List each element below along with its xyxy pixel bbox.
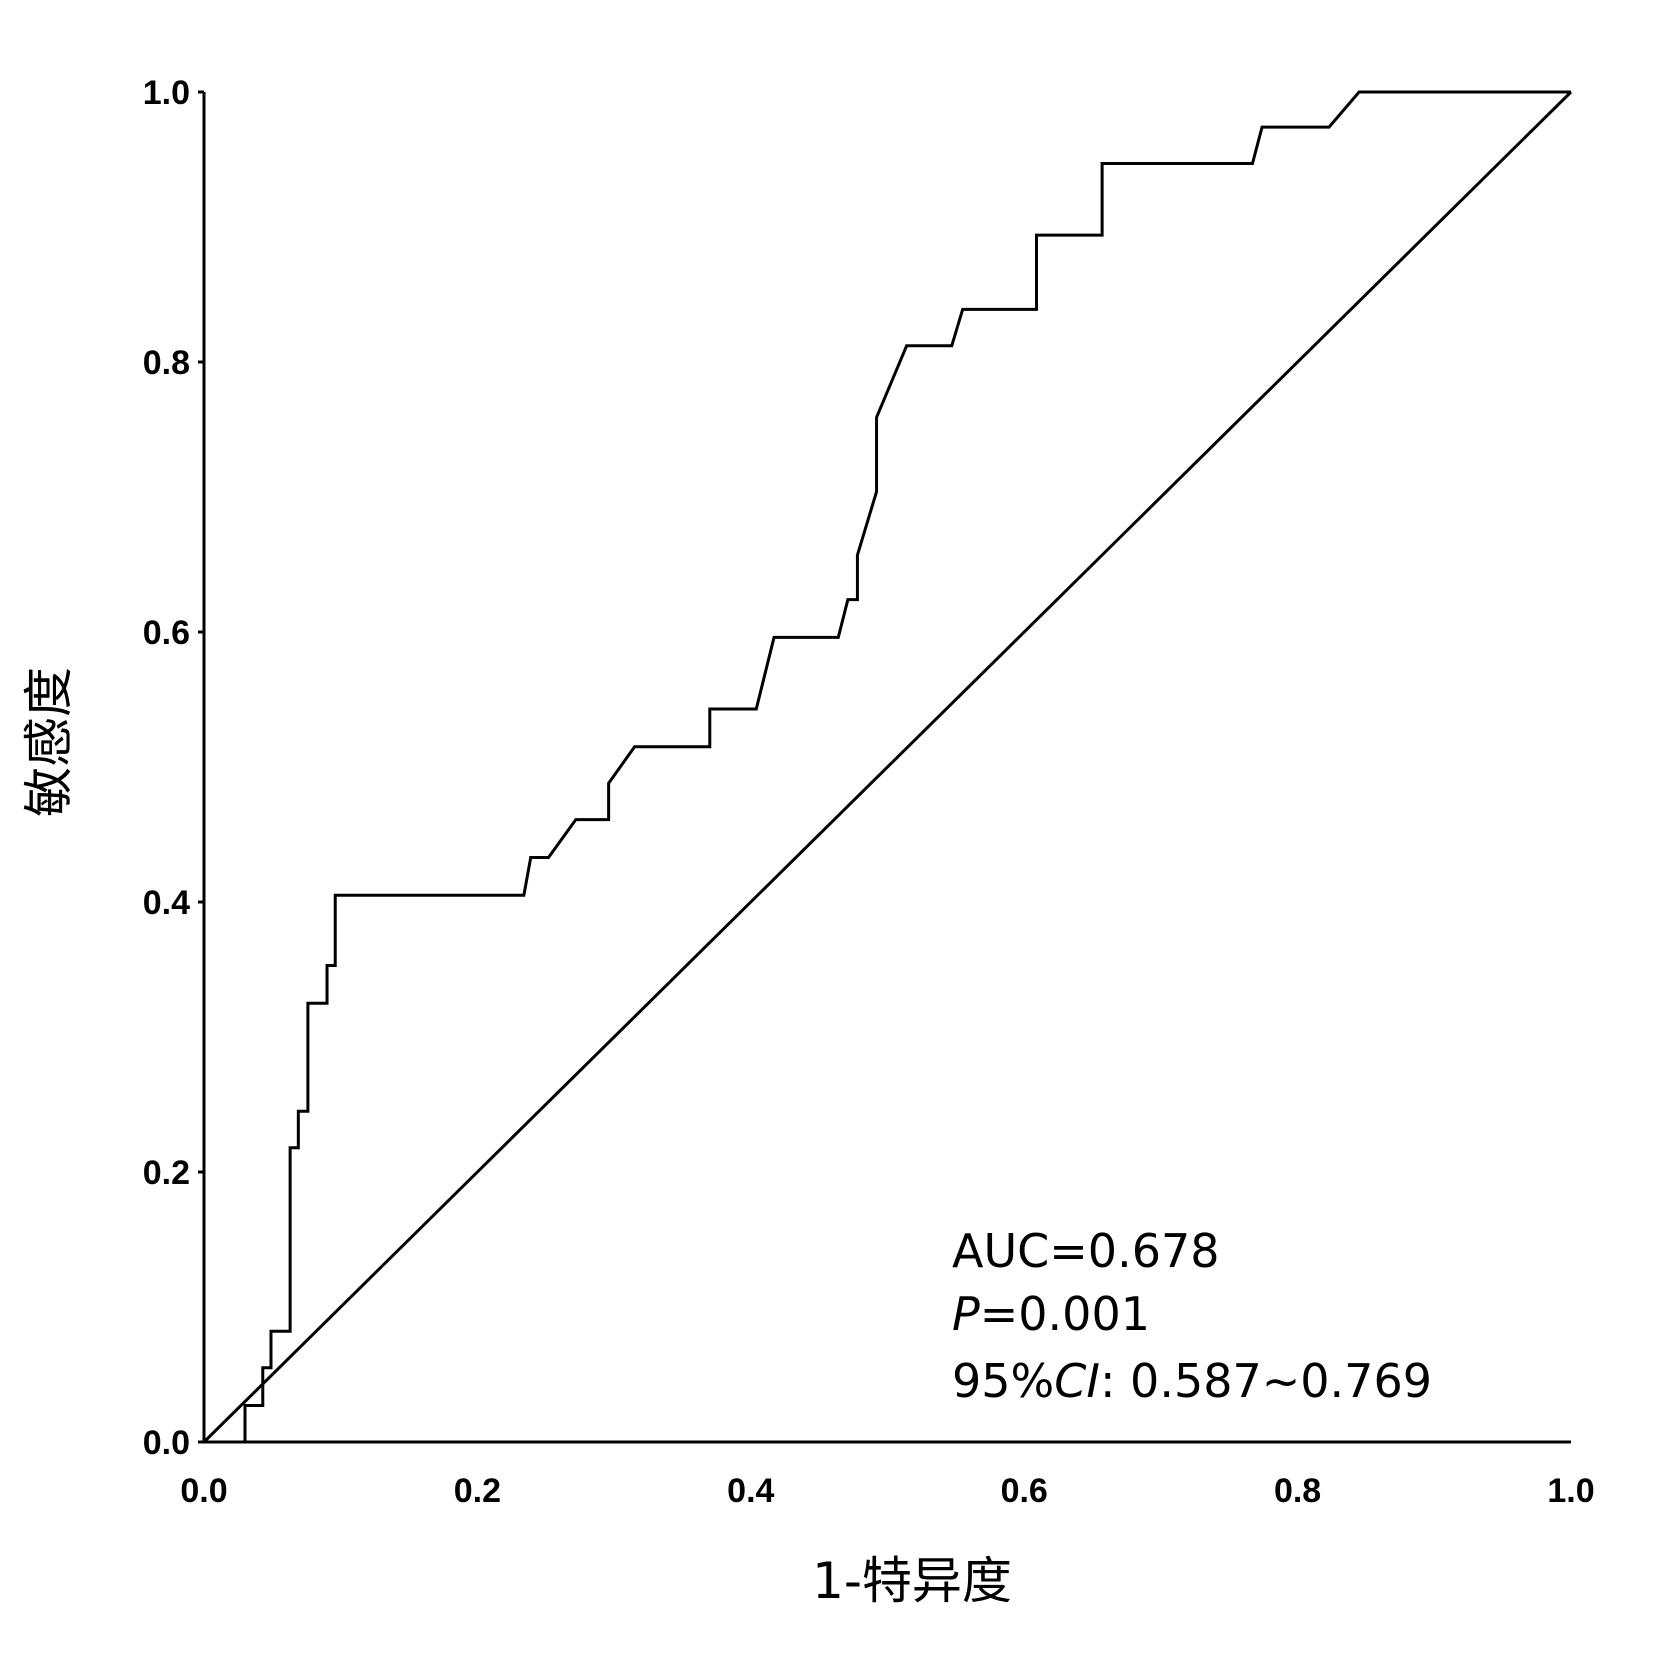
x-tick-label: 0.6: [1001, 1472, 1048, 1510]
x-tick-label: 0.2: [454, 1472, 501, 1510]
p-annotation: P=0.001: [952, 1287, 1150, 1341]
x-tick-label: 0.0: [180, 1472, 227, 1510]
y-tick-label: 0.4: [143, 884, 190, 922]
y-tick-label: 1.0: [143, 74, 190, 112]
y-tick-label: 0.2: [143, 1154, 190, 1192]
y-tick-label: 0.0: [143, 1424, 190, 1462]
p-value: =0.001: [980, 1287, 1150, 1341]
y-axis-label: 敏感度: [20, 667, 78, 817]
y-tick-label: 0.6: [143, 614, 190, 652]
auc-annotation: AUC=0.678: [952, 1224, 1220, 1278]
x-axis-label: 1-特异度: [812, 1552, 1012, 1610]
y-tick-label: 0.8: [143, 344, 190, 382]
axes: [202, 92, 1571, 1444]
ci-annotation: 95%CI: 0.587~0.769: [952, 1354, 1432, 1408]
ci-prefix: 95%: [952, 1354, 1054, 1408]
ci-label: CI: [1054, 1354, 1100, 1408]
p-label: P: [952, 1287, 980, 1341]
roc-curve: [204, 90, 1571, 1444]
x-tick-label: 0.8: [1274, 1472, 1321, 1510]
x-tick-label: 1.0: [1547, 1472, 1594, 1510]
series: [202, 90, 1573, 1444]
reference-line: [202, 90, 1573, 1444]
x-tick-labels: 0.0 0.2 0.4 0.6 0.8 1.0: [180, 1472, 1594, 1510]
y-tick-labels: 0.0 0.2 0.4 0.6 0.8 1.0: [143, 74, 204, 1462]
ci-value: : 0.587~0.769: [1100, 1354, 1432, 1408]
x-tick-label: 0.4: [727, 1472, 774, 1510]
